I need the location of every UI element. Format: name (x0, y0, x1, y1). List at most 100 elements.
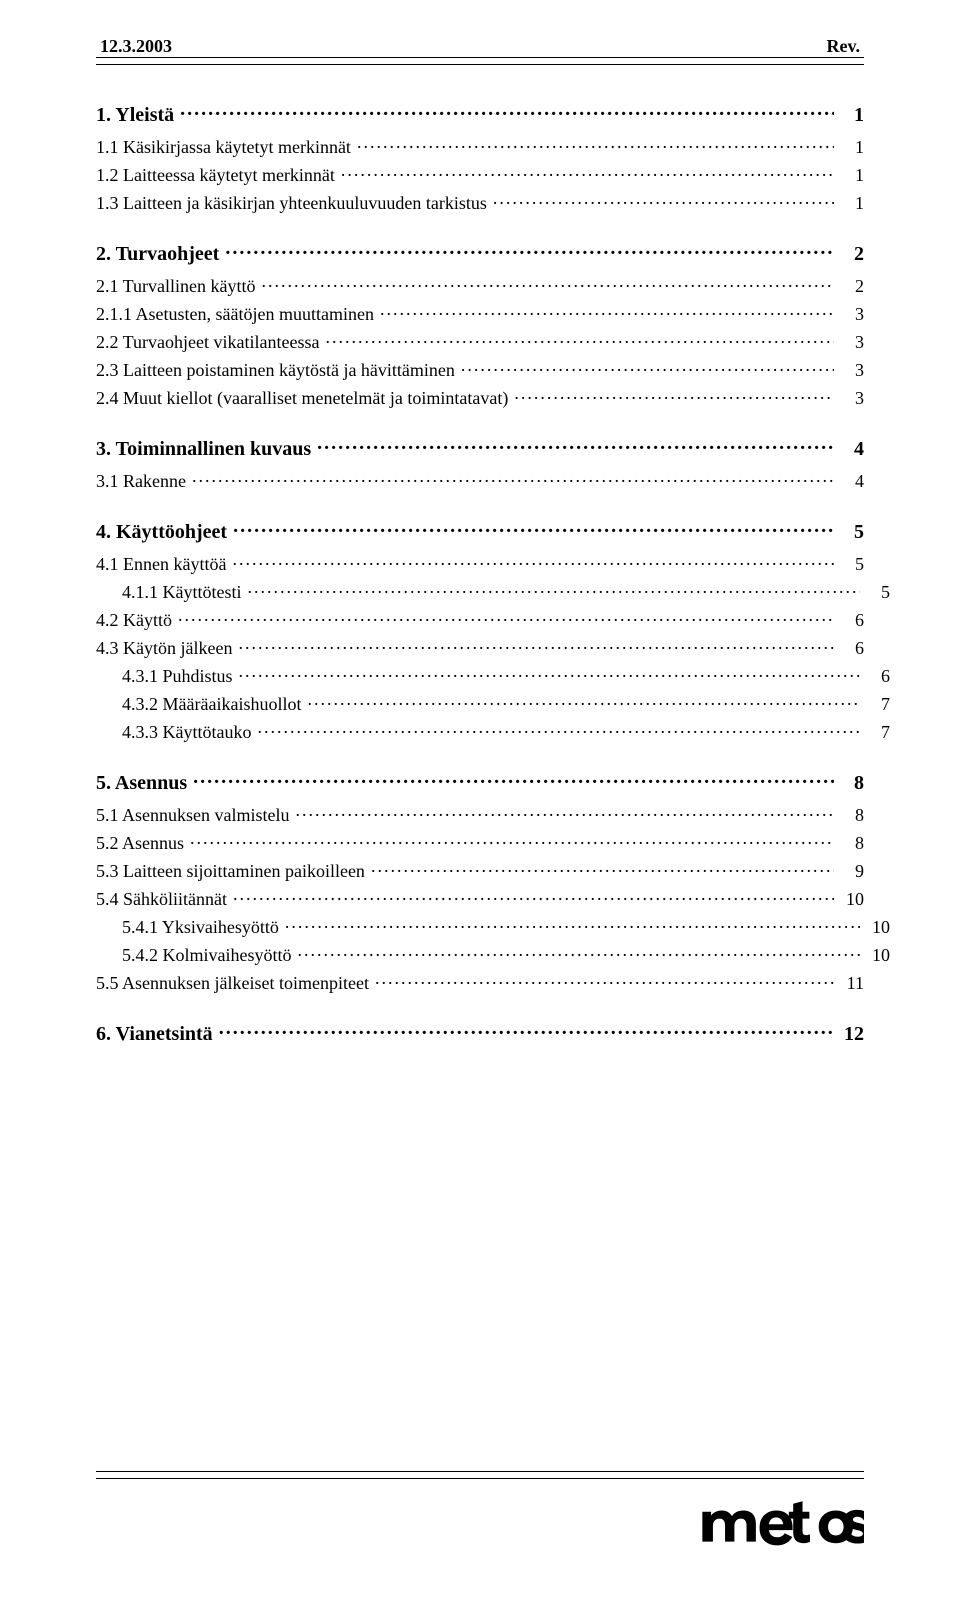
toc-page-number: 10 (834, 889, 864, 910)
toc-leader-dots (192, 469, 834, 487)
toc-entry: 5.5 Asennuksen jälkeiset toimenpiteet11 (96, 969, 864, 996)
toc-leader-dots (357, 135, 834, 153)
toc-page-number: 1 (834, 137, 864, 158)
rule-bottom-2 (96, 1478, 864, 1479)
toc-label: 5.2 Asennus (96, 833, 190, 854)
toc-entry: 6. Vianetsintä12 (96, 1018, 864, 1048)
toc-page-number: 4 (834, 471, 864, 492)
toc-page-number: 6 (834, 638, 864, 659)
toc-leader-dots (295, 803, 834, 821)
toc-entry: 2.1.1 Asetusten, säätöjen muuttaminen3 (96, 300, 864, 327)
toc-label: 5.4 Sähköliitännät (96, 889, 233, 910)
toc-label: 4.3 Käytön jälkeen (96, 638, 238, 659)
toc-page-number: 4 (834, 438, 864, 461)
toc-label: 1.1 Käsikirjassa käytetyt merkinnät (96, 137, 357, 158)
rule-bottom-1 (96, 1471, 864, 1472)
toc-page-number: 10 (860, 917, 890, 938)
toc-entry: 5.3 Laitteen sijoittaminen paikoilleen9 (96, 857, 864, 884)
toc-leader-dots (371, 859, 834, 877)
toc-entry: 3.1 Rakenne4 (96, 467, 864, 494)
metos-logo-icon (700, 1495, 864, 1551)
toc-page-number: 3 (834, 360, 864, 381)
rule-top-1 (96, 57, 864, 58)
toc-label: 4.1 Ennen käyttöä (96, 554, 232, 575)
toc-entry: 4. Käyttöohjeet 5 (96, 516, 864, 546)
toc-entry: 5.4.2 Kolmivaihesyöttö 10 (122, 941, 890, 968)
header-rev: Rev. (827, 36, 861, 57)
header-date: 12.3.2003 (100, 36, 172, 57)
footer-rules (96, 1471, 864, 1479)
toc-page-number: 5 (834, 554, 864, 575)
toc-entry: 2.4 Muut kiellot (vaaralliset menetelmät… (96, 384, 864, 411)
toc-leader-dots (461, 358, 834, 376)
toc-page-number: 6 (834, 610, 864, 631)
toc-label: 4.3.2 Määräaikaishuollot (122, 694, 307, 715)
toc-page-number: 1 (834, 165, 864, 186)
toc-label: 2.1 Turvallinen käyttö (96, 276, 262, 297)
toc-entry: 5.1 Asennuksen valmistelu 8 (96, 801, 864, 828)
toc-entry: 3. Toiminnallinen kuvaus 4 (96, 433, 864, 463)
toc-leader-dots (285, 915, 860, 933)
toc-page-number: 9 (834, 861, 864, 882)
toc-leader-dots (219, 1020, 834, 1040)
toc-label: 2.2 Turvaohjeet vikatilanteessa (96, 332, 325, 353)
toc-label: 1.2 Laitteessa käytetyt merkinnät (96, 165, 341, 186)
page-header: 12.3.2003 Rev. (96, 36, 864, 57)
toc-label: 4.2 Käyttö (96, 610, 178, 631)
toc-entry: 4.1 Ennen käyttöä 5 (96, 550, 864, 577)
toc-entry: 2.3 Laitteen poistaminen käytöstä ja häv… (96, 356, 864, 383)
toc-leader-dots (248, 580, 861, 598)
toc-page-number: 5 (860, 582, 890, 603)
toc-entry: 1. Yleistä1 (96, 99, 864, 129)
toc-label: 3. Toiminnallinen kuvaus (96, 438, 317, 461)
toc-entry: 2. Turvaohjeet2 (96, 238, 864, 268)
toc-label: 5.4.2 Kolmivaihesyöttö (122, 945, 298, 966)
toc-page-number: 11 (834, 973, 864, 994)
toc-leader-dots (307, 692, 860, 710)
toc-page-number: 10 (860, 945, 890, 966)
toc-page-number: 3 (834, 388, 864, 409)
toc-entry: 4.3 Käytön jälkeen 6 (96, 634, 864, 661)
toc-page-number: 8 (834, 833, 864, 854)
rule-top-2 (96, 64, 864, 65)
toc-page-number: 5 (834, 521, 864, 544)
toc-entry: 4.3.3 Käyttötauko7 (122, 718, 890, 745)
toc-leader-dots (262, 274, 834, 292)
toc-label: 4.3.1 Puhdistus (122, 666, 239, 687)
toc-entry: 5. Asennus8 (96, 767, 864, 797)
toc-entry: 4.1.1 Käyttötesti 5 (122, 578, 890, 605)
toc-label: 2.4 Muut kiellot (vaaralliset menetelmät… (96, 388, 514, 409)
page-footer (96, 1471, 864, 1551)
toc-label: 2.3 Laitteen poistaminen käytöstä ja häv… (96, 360, 461, 381)
toc-label: 1.3 Laitteen ja käsikirjan yhteenkuuluvu… (96, 193, 493, 214)
toc-label: 2.1.1 Asetusten, säätöjen muuttaminen (96, 304, 380, 325)
toc-entry: 4.3.2 Määräaikaishuollot7 (122, 690, 890, 717)
toc-entry: 4.2 Käyttö 6 (96, 606, 864, 633)
toc-leader-dots (298, 943, 861, 961)
toc-entry: 1.1 Käsikirjassa käytetyt merkinnät 1 (96, 133, 864, 160)
toc-leader-dots (514, 386, 834, 404)
toc-leader-dots (225, 240, 834, 260)
toc-leader-dots (232, 552, 834, 570)
toc-leader-dots (375, 971, 834, 989)
toc-entry: 1.2 Laitteessa käytetyt merkinnät 1 (96, 161, 864, 188)
toc-entry: 4.3.1 Puhdistus6 (122, 662, 890, 689)
toc-leader-dots (193, 769, 834, 789)
document-page: 12.3.2003 Rev. 1. Yleistä1 1.1 Käsikirjas… (0, 0, 960, 1597)
toc-page-number: 8 (834, 805, 864, 826)
toc-leader-dots (190, 831, 834, 849)
toc-page-number: 8 (834, 772, 864, 795)
toc-entry: 5.4.1 Yksivaihesyöttö10 (122, 913, 890, 940)
toc-entry: 1.3 Laitteen ja käsikirjan yhteenkuuluvu… (96, 189, 864, 216)
toc-leader-dots (380, 302, 834, 320)
toc-label: 4.1.1 Käyttötesti (122, 582, 248, 603)
toc-leader-dots (493, 191, 834, 209)
toc-page-number: 1 (834, 104, 864, 127)
toc-leader-dots (233, 887, 834, 905)
toc-label: 5.1 Asennuksen valmistelu (96, 805, 295, 826)
toc-label: 2. Turvaohjeet (96, 243, 225, 266)
toc-leader-dots (239, 664, 860, 682)
toc-page-number: 2 (834, 276, 864, 297)
toc-label: 6. Vianetsintä (96, 1023, 219, 1046)
toc-label: 4. Käyttöohjeet (96, 521, 233, 544)
